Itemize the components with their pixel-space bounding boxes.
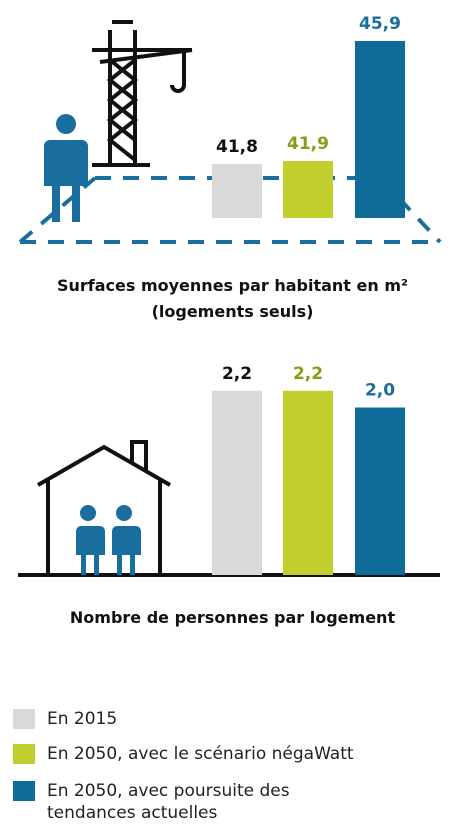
people-icon [76,505,141,575]
page: 41,8 41,9 45,9 2,2 2,2 2,0 Surfaces moyennes … [0,0,465,836]
bar [355,408,405,576]
bar [212,164,262,218]
crane-icon [92,22,192,165]
value-label: 45,9 [359,14,401,34]
legend-swatch [13,709,35,729]
value-label: 2,2 [222,364,252,384]
person-icon [44,114,88,222]
legend-label: En 2015 [47,708,117,730]
legend-label: En 2050, avec le scénario négaWatt [47,743,354,765]
chart-title: Nombre de personnes par logement [0,605,465,631]
value-label: 41,8 [216,137,258,157]
chart-title: Surfaces moyennes par habitant en m² (lo… [0,273,465,325]
bar [283,161,333,218]
legend-swatch [13,781,35,801]
bar [283,391,333,575]
value-label: 41,9 [287,134,329,154]
bar [355,41,405,218]
legend-swatch [13,744,35,764]
legend-entry: En 2050, avec le scénario négaWatt [13,743,354,765]
legend-entry: En 2015 [13,708,117,730]
legend-label: En 2050, avec poursuite des tendances ac… [47,780,290,824]
value-label: 2,0 [365,381,395,401]
value-label: 2,2 [293,364,323,384]
bar [212,391,262,575]
legend-entry: En 2050, avec poursuite des tendances ac… [13,780,290,824]
